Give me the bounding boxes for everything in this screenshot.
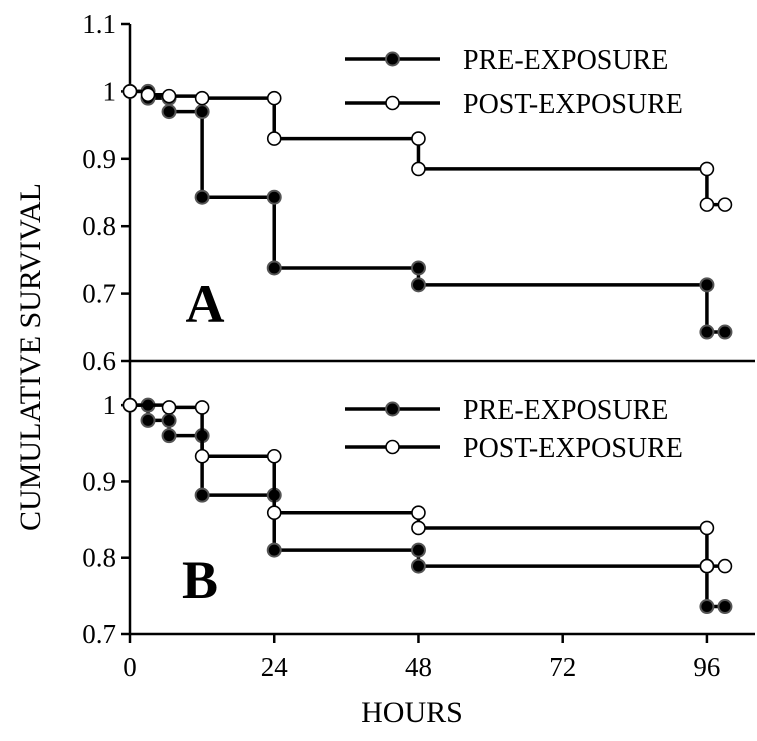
x-tick-label: 48: [405, 652, 432, 682]
post-exposure-point: [411, 161, 426, 177]
legend-label: PRE-EXPOSURE: [463, 395, 668, 426]
post-exposure-point: [122, 397, 138, 413]
pre-exposure-point: [266, 189, 282, 205]
pre-exposure-point: [410, 558, 426, 574]
legend-label: PRE-EXPOSURE: [463, 45, 668, 76]
legend-marker: [385, 51, 400, 67]
post-exposure-point: [266, 448, 282, 464]
post-exposure-point: [717, 197, 733, 212]
post-exposure-point: [161, 400, 177, 415]
legend-marker: [385, 439, 400, 455]
post-exposure-point: [266, 90, 282, 106]
y-tick-label: 1.1: [82, 9, 116, 39]
pre-exposure-point: [140, 412, 156, 428]
panel-a: 0.6 0.7 0.8 0.9 1 1.1 PRE-EXPOSURE POST-EXPOSUR…: [82, 9, 755, 376]
post-exposure-point: [717, 558, 733, 574]
legend-marker: [385, 95, 400, 111]
post-exposure-point: [140, 87, 156, 103]
pre-exposure-point: [266, 260, 282, 276]
post-exposure-point: [699, 520, 715, 536]
x-tick-label: 24: [261, 652, 289, 682]
post-exposure-point: [699, 161, 715, 177]
y-axis-title: CUMULATIVE SURVIVAL: [14, 183, 47, 531]
post-exposure-point: [699, 558, 715, 574]
post-exposure-point: [194, 400, 210, 415]
y-tick-label: 0.8: [82, 543, 116, 573]
post-exposure-point: [161, 88, 177, 104]
x-tick-label: 0: [123, 652, 137, 682]
legend-marker: [385, 401, 400, 417]
y-tick-label: 0.9: [82, 144, 116, 174]
pre-exposure-point: [717, 599, 733, 615]
y-tick-label: 0.9: [82, 466, 116, 496]
pre-exposure-point: [161, 428, 177, 444]
post-exposure-point: [699, 197, 715, 212]
post-exposure-point: [411, 505, 426, 521]
post-exposure-point: [411, 131, 426, 146]
legend-label: POST-EXPOSURE: [463, 89, 683, 120]
post-exposure-point: [266, 505, 282, 521]
pre-exposure-point: [194, 189, 210, 205]
pre-exposure-point: [699, 324, 715, 340]
pre-exposure-point: [266, 542, 282, 558]
panel-letter: A: [186, 274, 225, 334]
pre-exposure-point: [699, 599, 715, 615]
pre-exposure-point: [410, 277, 426, 293]
y-tick-label: 0.7: [82, 279, 116, 309]
pre-exposure-point: [161, 104, 177, 120]
pre-exposure-point: [717, 324, 733, 340]
y-tick-label: 1: [103, 390, 117, 420]
post-exposure-point: [411, 520, 426, 536]
x-axis-title: HOURS: [361, 696, 463, 729]
x-tick-label: 72: [549, 652, 576, 682]
x-tick-label: 96: [693, 652, 720, 682]
pre-exposure-point: [410, 260, 426, 276]
panel-b: 0.7 0.8 0.9 1 0 24 48 72 96 PRE-EXPOSURE POST-EXPO…: [82, 390, 755, 682]
legend-label: POST-EXPOSURE: [463, 433, 683, 464]
y-tick-label: 0.6: [82, 346, 116, 376]
y-tick-label: 0.7: [82, 619, 116, 649]
post-exposure-line: [130, 403, 725, 568]
y-tick-label: 1: [103, 76, 117, 106]
panel-letter: B: [182, 550, 218, 610]
pre-exposure-point: [194, 104, 210, 120]
pre-exposure-point: [161, 412, 177, 428]
y-tick-label: 0.8: [82, 211, 116, 241]
post-exposure-point: [194, 90, 210, 106]
pre-exposure-point: [699, 277, 715, 293]
pre-exposure-point: [194, 487, 210, 503]
pre-exposure-point: [410, 542, 426, 558]
post-exposure-point: [122, 84, 138, 99]
post-exposure-point: [194, 448, 210, 464]
post-exposure-point: [266, 131, 282, 146]
